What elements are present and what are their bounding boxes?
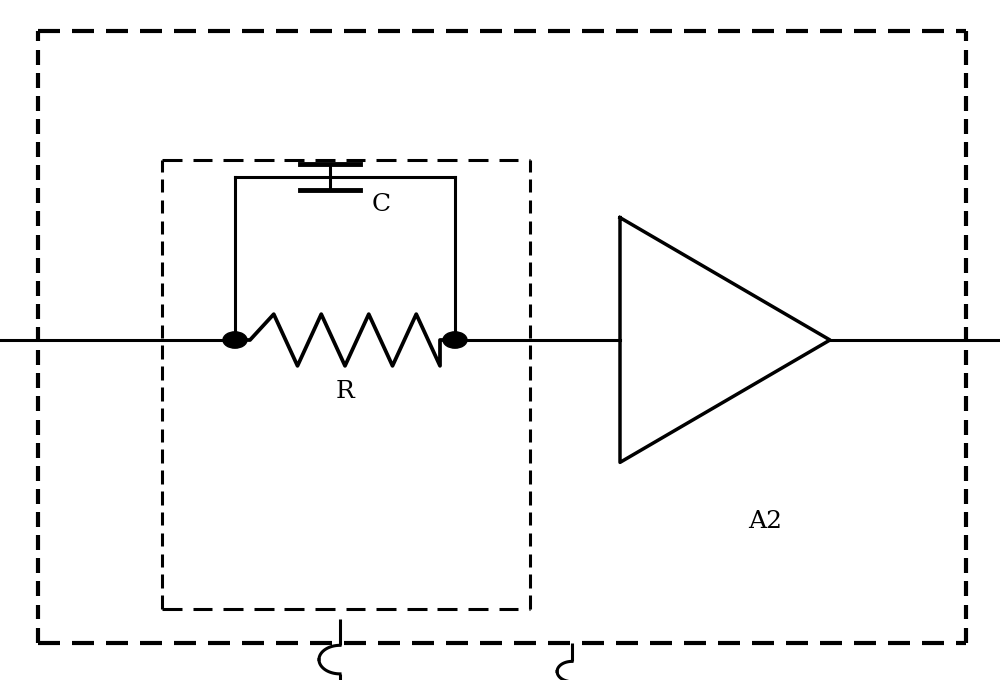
Text: A2: A2 <box>748 510 782 533</box>
Text: R: R <box>336 379 354 403</box>
Text: C: C <box>372 192 391 216</box>
Circle shape <box>223 332 247 348</box>
Circle shape <box>443 332 467 348</box>
